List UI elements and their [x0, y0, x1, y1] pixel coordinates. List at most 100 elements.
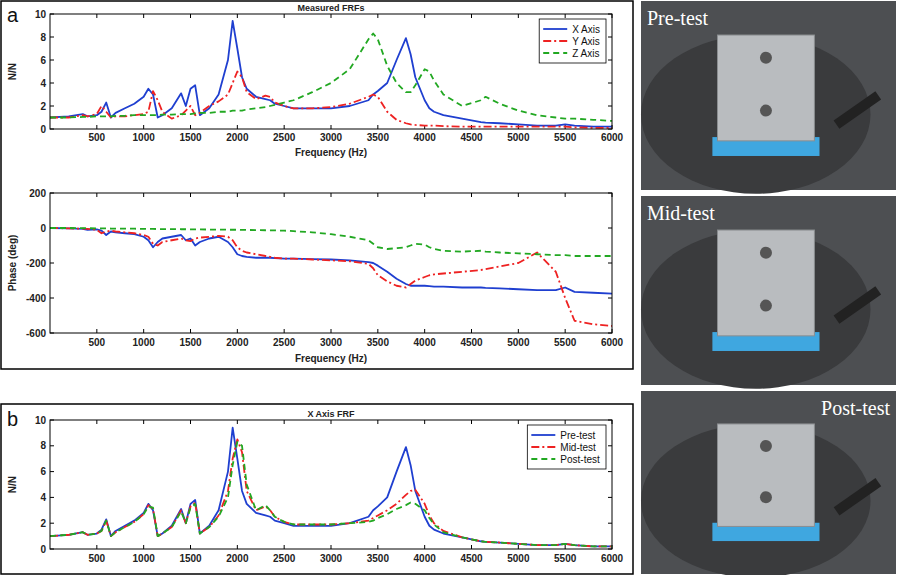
- axes-frame: [50, 14, 612, 129]
- chart: 5001000150020002500300035004000450050005…: [7, 408, 624, 564]
- plot-area: [50, 14, 612, 129]
- x-tick-label: 2000: [226, 553, 249, 564]
- photo-block: [718, 35, 815, 141]
- x-tick: [331, 125, 332, 129]
- x-tick: [471, 420, 472, 424]
- x-tick: [331, 545, 332, 549]
- photo-hammer: [834, 478, 882, 515]
- y-tick-label: 6: [40, 466, 46, 477]
- x-axis-title: Frequency (Hz): [295, 147, 367, 158]
- x-tick: [143, 14, 144, 18]
- x-tick: [471, 545, 472, 549]
- x-tick: [143, 329, 144, 333]
- photo-hammer: [834, 286, 882, 323]
- x-tick-label: 5000: [507, 553, 530, 564]
- x-tick-label: 500: [88, 337, 105, 348]
- x-tick: [284, 125, 285, 129]
- x-tick-label: 4000: [414, 132, 437, 143]
- panel-letter: a: [7, 4, 19, 26]
- y-tick: [50, 263, 54, 264]
- photo-bolt: [760, 247, 772, 259]
- y-tick: [608, 445, 612, 446]
- x-tick: [143, 420, 144, 424]
- x-tick: [143, 545, 144, 549]
- photo-bolt: [760, 300, 772, 312]
- x-tick-label: 2500: [273, 553, 296, 564]
- x-tick: [377, 193, 378, 197]
- series-line: [50, 228, 612, 326]
- x-tick: [96, 193, 97, 197]
- x-tick-label: 3500: [367, 337, 390, 348]
- photo-bolt: [760, 52, 772, 64]
- legend-label: X Axis: [572, 24, 600, 35]
- series-line: [50, 34, 612, 121]
- y-axis-title: N/N: [7, 63, 18, 80]
- x-tick: [190, 420, 191, 424]
- legend-swatch: [531, 434, 555, 436]
- x-tick: [237, 125, 238, 129]
- x-tick-label: 4500: [460, 132, 483, 143]
- legend-label: Post-test: [560, 454, 600, 465]
- x-tick: [96, 125, 97, 129]
- y-tick: [608, 471, 612, 472]
- photo-block: [718, 424, 815, 526]
- x-tick: [190, 545, 191, 549]
- y-tick: [608, 523, 612, 524]
- legend: Pre-testMid-testPost-test: [527, 425, 606, 469]
- legend-label: Z Axis: [572, 48, 599, 59]
- series-line: [50, 228, 612, 294]
- x-tick: [190, 329, 191, 333]
- plot-area: [50, 193, 612, 333]
- x-tick-label: 500: [88, 132, 105, 143]
- x-tick: [96, 420, 97, 424]
- x-tick-label: 6000: [601, 553, 624, 564]
- x-tick: [424, 193, 425, 197]
- x-tick: [190, 125, 191, 129]
- x-tick-label: 2000: [226, 337, 249, 348]
- x-tick-label: 1500: [179, 553, 202, 564]
- legend-box: [527, 425, 606, 469]
- chart-title: Measured FRFs: [297, 3, 364, 13]
- x-tick-label: 3500: [367, 132, 390, 143]
- x-tick: [237, 14, 238, 18]
- x-tick-label: 4500: [460, 337, 483, 348]
- x-tick: [331, 420, 332, 424]
- y-tick-label: -600: [26, 328, 46, 339]
- x-tick: [331, 14, 332, 18]
- x-tick: [518, 193, 519, 197]
- y-tick-label: -400: [26, 293, 46, 304]
- x-tick: [284, 545, 285, 549]
- x-tick-label: 5500: [554, 553, 577, 564]
- x-tick: [518, 14, 519, 18]
- y-tick-label: 0: [40, 544, 46, 555]
- x-tick: [565, 329, 566, 333]
- legend-label: Pre-test: [560, 430, 595, 441]
- photo-label: Mid-test: [647, 202, 715, 224]
- y-tick-label: 8: [40, 440, 46, 451]
- x-tick: [565, 545, 566, 549]
- x-tick-label: 1500: [179, 337, 202, 348]
- x-tick-label: 5500: [554, 132, 577, 143]
- y-tick: [50, 60, 54, 61]
- x-tick-label: 1000: [133, 337, 156, 348]
- x-tick-label: 1000: [133, 553, 156, 564]
- y-axis-title: Phase (deg): [7, 235, 18, 292]
- x-tick: [565, 14, 566, 18]
- photo-table: [641, 424, 871, 575]
- x-tick: [237, 193, 238, 197]
- x-tick: [96, 329, 97, 333]
- y-tick-label: 6: [40, 55, 46, 66]
- y-tick: [50, 298, 54, 299]
- photo-bolt: [760, 440, 772, 452]
- legend-swatch: [543, 52, 567, 54]
- x-tick: [96, 14, 97, 18]
- x-tick: [471, 329, 472, 333]
- y-tick: [608, 106, 612, 107]
- x-tick-label: 3500: [367, 553, 390, 564]
- x-tick-label: 1500: [179, 132, 202, 143]
- x-tick: [518, 545, 519, 549]
- y-tick-label: 2: [40, 518, 46, 529]
- panel-frame: [1, 1, 633, 369]
- legend-swatch: [531, 458, 555, 460]
- legend-swatch: [531, 446, 555, 448]
